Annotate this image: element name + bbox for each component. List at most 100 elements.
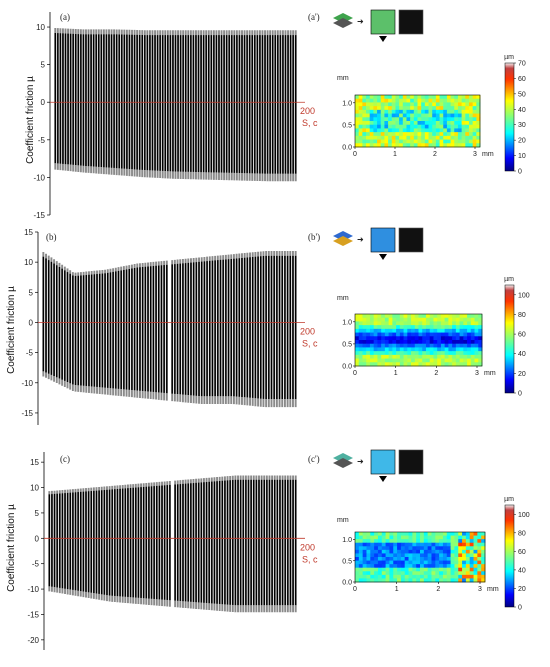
map-cell — [377, 539, 383, 544]
map-cell — [404, 553, 409, 558]
map-cell — [407, 328, 412, 333]
map-cell — [446, 143, 451, 148]
map-cell — [481, 567, 486, 572]
map-cell — [420, 564, 425, 569]
map-cell — [377, 358, 382, 363]
map-cell — [461, 109, 466, 114]
map-cell — [384, 106, 389, 111]
panel-label-c: (c) — [60, 454, 70, 464]
map-cell — [442, 539, 448, 544]
map-cell — [366, 343, 371, 348]
map-cell — [410, 143, 415, 148]
map-cell — [400, 574, 406, 579]
pointer-icon — [379, 36, 387, 42]
map-cell — [362, 358, 367, 363]
map-cell — [458, 574, 463, 579]
map-cell — [393, 542, 398, 547]
panel-label-a: (a) — [60, 12, 70, 22]
map-cell — [452, 358, 457, 363]
map-cell — [429, 325, 434, 330]
map-cell — [388, 343, 393, 348]
map-cell — [481, 553, 486, 558]
map-cell — [418, 321, 423, 326]
map-cell — [358, 578, 364, 583]
map-cell — [407, 332, 412, 337]
map-cell — [377, 560, 383, 565]
map-cell — [440, 321, 446, 326]
map-cell — [369, 358, 375, 363]
map-cell — [408, 574, 413, 579]
map-cell — [435, 532, 440, 536]
map-cell — [366, 139, 371, 144]
map-cell — [437, 354, 442, 359]
map-cell — [442, 542, 448, 547]
map-cell — [414, 314, 419, 319]
map-cell — [461, 143, 466, 148]
map-cell — [407, 347, 412, 352]
map-cell — [369, 362, 375, 367]
map-cell — [454, 557, 459, 561]
map-cell — [402, 124, 407, 129]
map-cell — [462, 567, 467, 572]
map-cell — [461, 132, 466, 137]
map-cell — [369, 109, 374, 114]
map-cell — [384, 347, 390, 352]
map-cell — [442, 553, 448, 558]
map-cell — [377, 109, 382, 114]
map-cell — [373, 314, 378, 319]
map-cell — [421, 106, 426, 111]
map-cell — [395, 109, 400, 114]
map-cell — [450, 535, 455, 540]
map-cell — [374, 560, 379, 565]
map-cell — [428, 106, 433, 111]
map-cell — [380, 124, 385, 129]
map-cell — [408, 560, 413, 565]
map-cell — [444, 351, 449, 356]
map-cell — [429, 340, 434, 345]
map-cell — [380, 132, 385, 137]
map-cell — [399, 113, 404, 118]
map-cell — [400, 571, 406, 576]
map-cell — [362, 328, 367, 333]
map-cell — [446, 95, 451, 100]
map-cell — [388, 332, 393, 337]
map-cell — [358, 325, 363, 330]
map-cell — [433, 314, 438, 319]
map-cell — [362, 347, 367, 352]
map-cell — [412, 535, 417, 540]
map-cell — [446, 571, 451, 576]
map-cell — [391, 121, 396, 126]
map-cell — [384, 351, 390, 356]
map-cell — [391, 98, 396, 103]
map-cell — [465, 574, 471, 579]
map-cell — [395, 135, 400, 140]
map-cell — [465, 542, 471, 547]
map-cell — [420, 571, 425, 576]
map-cell — [374, 542, 379, 547]
map-cell — [388, 314, 393, 319]
map-cell — [412, 574, 417, 579]
map-cell — [432, 106, 437, 111]
map-cell — [446, 560, 451, 565]
map-cell — [457, 109, 463, 114]
map-cell — [435, 121, 440, 126]
map-cell — [473, 560, 478, 565]
map-cell — [439, 135, 444, 140]
map-x-tick-label: 3 — [478, 586, 482, 593]
map-cell — [358, 535, 364, 540]
map-cell — [377, 332, 382, 337]
x-axis-label-c: S, c — [302, 554, 318, 564]
map-cell — [399, 358, 404, 363]
map-cell — [461, 124, 466, 129]
y-tick-label: 5 — [35, 509, 40, 518]
map-cell — [377, 128, 382, 133]
map-cell — [450, 567, 455, 572]
map-cell — [454, 560, 459, 565]
map-cell — [391, 128, 396, 133]
map-cell — [423, 567, 429, 572]
map-cell — [459, 317, 464, 322]
map-cell — [444, 328, 449, 333]
map-cell — [418, 343, 423, 348]
map-cell — [421, 102, 426, 107]
map-cell — [355, 121, 360, 126]
